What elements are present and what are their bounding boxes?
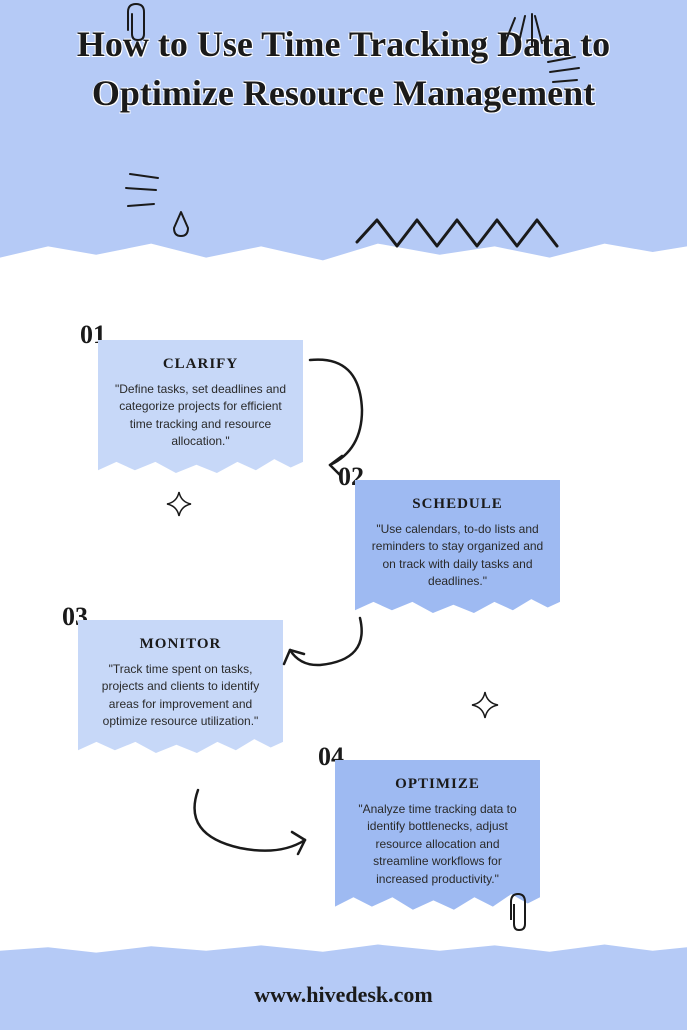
step-title: SCHEDULE [369,496,546,513]
arrow-icon [300,350,380,480]
step-title: CLARIFY [112,356,289,373]
sparkle-icon [165,490,193,518]
step-title: MONITOR [92,636,269,653]
step-body: "Define tasks, set deadlines and categor… [112,381,289,451]
paperclip-icon [505,890,531,934]
footer-url: www.hivedesk.com [0,982,687,1008]
step-card: CLARIFY "Define tasks, set deadlines and … [98,340,303,479]
step-card: SCHEDULE "Use calendars, to-do lists and … [355,480,560,619]
rays-icon [500,8,550,48]
step-body: "Analyze time tracking data to identify … [349,801,526,888]
step-body: "Use calendars, to-do lists and reminder… [369,521,546,591]
step-card: MONITOR "Track time spent on tasks, proje… [78,620,283,759]
paperclip-icon [120,0,154,44]
step-title: OPTIMIZE [349,776,526,793]
arrow-icon [280,610,370,680]
arrow-icon [180,780,320,870]
rays-icon [108,172,164,216]
sparkle-icon [470,690,500,720]
teardrop-icon [170,210,192,240]
step-body: "Track time spent on tasks, projects and… [92,661,269,731]
zigzag-icon [355,212,565,256]
rays-icon [545,54,595,88]
